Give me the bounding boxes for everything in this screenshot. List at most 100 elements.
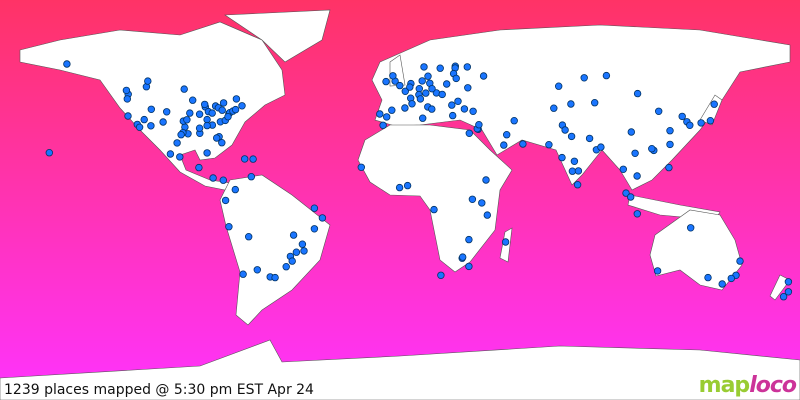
location-marker[interactable] <box>465 235 473 244</box>
location-marker[interactable] <box>454 97 462 105</box>
location-marker[interactable] <box>666 140 674 149</box>
location-marker[interactable] <box>665 163 673 172</box>
location-marker[interactable] <box>419 114 427 122</box>
location-marker[interactable] <box>422 89 430 97</box>
location-marker[interactable] <box>188 96 197 104</box>
location-marker[interactable] <box>418 77 426 85</box>
location-marker[interactable] <box>232 95 241 103</box>
location-marker[interactable] <box>443 80 451 88</box>
location-marker[interactable] <box>177 130 185 139</box>
location-marker[interactable] <box>469 107 477 115</box>
location-marker[interactable] <box>627 193 635 201</box>
location-marker[interactable] <box>784 288 793 296</box>
location-marker[interactable] <box>383 113 391 121</box>
location-marker[interactable] <box>289 231 298 239</box>
location-marker[interactable] <box>436 64 444 72</box>
location-marker[interactable] <box>619 165 627 173</box>
location-marker[interactable] <box>482 176 490 184</box>
location-marker[interactable] <box>195 163 203 172</box>
location-marker[interactable] <box>500 141 508 149</box>
location-marker[interactable] <box>122 86 131 95</box>
location-marker[interactable] <box>396 81 404 90</box>
location-marker[interactable] <box>627 128 635 136</box>
location-marker[interactable] <box>203 121 211 130</box>
location-marker[interactable] <box>585 134 594 143</box>
location-marker[interactable] <box>282 263 290 271</box>
location-marker[interactable] <box>218 106 226 114</box>
location-marker[interactable] <box>318 214 327 222</box>
location-marker[interactable] <box>550 104 558 112</box>
location-marker[interactable] <box>718 280 726 288</box>
location-marker[interactable] <box>218 138 226 147</box>
location-marker[interactable] <box>147 105 155 113</box>
location-marker[interactable] <box>591 98 599 107</box>
location-marker[interactable] <box>186 109 194 117</box>
location-marker[interactable] <box>183 116 191 124</box>
location-marker[interactable] <box>416 95 425 103</box>
location-marker[interactable] <box>545 140 553 149</box>
location-marker[interactable] <box>465 129 473 137</box>
location-marker[interactable] <box>478 199 486 207</box>
location-marker[interactable] <box>180 85 188 93</box>
location-marker[interactable] <box>209 174 217 182</box>
location-marker[interactable] <box>415 84 423 93</box>
location-marker[interactable] <box>648 144 656 153</box>
location-marker[interactable] <box>63 60 71 68</box>
location-marker[interactable] <box>247 172 255 181</box>
location-marker[interactable] <box>147 122 155 130</box>
location-marker[interactable] <box>519 140 527 148</box>
location-marker[interactable] <box>555 82 563 90</box>
location-marker[interactable] <box>465 262 473 271</box>
location-marker[interactable] <box>239 270 247 278</box>
location-marker[interactable] <box>208 109 216 117</box>
location-marker[interactable] <box>408 100 416 108</box>
location-marker[interactable] <box>173 139 181 147</box>
location-marker[interactable] <box>574 167 583 175</box>
location-marker[interactable] <box>438 90 446 99</box>
location-marker[interactable] <box>401 87 409 95</box>
location-marker[interactable] <box>602 71 611 80</box>
location-marker[interactable] <box>166 150 175 158</box>
location-marker[interactable] <box>221 196 230 205</box>
location-marker[interactable] <box>310 225 319 233</box>
location-marker[interactable] <box>300 247 308 255</box>
location-marker[interactable] <box>686 121 694 129</box>
location-marker[interactable] <box>631 149 639 157</box>
location-marker[interactable] <box>697 119 705 127</box>
location-marker[interactable] <box>395 183 404 192</box>
location-marker[interactable] <box>567 132 576 141</box>
location-marker[interactable] <box>561 126 569 134</box>
location-marker[interactable] <box>503 130 511 139</box>
location-marker[interactable] <box>420 63 428 71</box>
location-marker[interactable] <box>253 266 261 274</box>
location-marker[interactable] <box>653 267 662 275</box>
location-marker[interactable] <box>212 134 221 142</box>
maploco-logo[interactable]: maploco <box>699 373 797 398</box>
location-marker[interactable] <box>135 123 144 131</box>
location-marker[interactable] <box>655 107 663 115</box>
location-marker[interactable] <box>475 120 483 129</box>
location-marker[interactable] <box>379 121 387 129</box>
location-marker[interactable] <box>382 77 390 86</box>
location-marker[interactable] <box>240 155 249 163</box>
location-marker[interactable] <box>406 83 414 91</box>
location-marker[interactable] <box>231 105 240 114</box>
location-marker[interactable] <box>483 211 491 219</box>
location-marker[interactable] <box>225 222 233 231</box>
location-marker[interactable] <box>580 74 588 82</box>
location-marker[interactable] <box>238 102 246 110</box>
location-marker[interactable] <box>231 185 239 194</box>
location-marker[interactable] <box>389 72 397 80</box>
location-marker[interactable] <box>479 72 488 80</box>
location-marker[interactable] <box>159 118 167 126</box>
location-marker[interactable] <box>727 274 735 283</box>
location-marker[interactable] <box>437 271 445 279</box>
location-marker[interactable] <box>123 95 131 103</box>
location-marker[interactable] <box>573 180 582 189</box>
location-marker[interactable] <box>219 99 228 107</box>
location-marker[interactable] <box>428 84 436 93</box>
location-marker[interactable] <box>784 278 793 286</box>
location-marker[interactable] <box>203 149 211 157</box>
location-marker[interactable] <box>597 143 605 151</box>
